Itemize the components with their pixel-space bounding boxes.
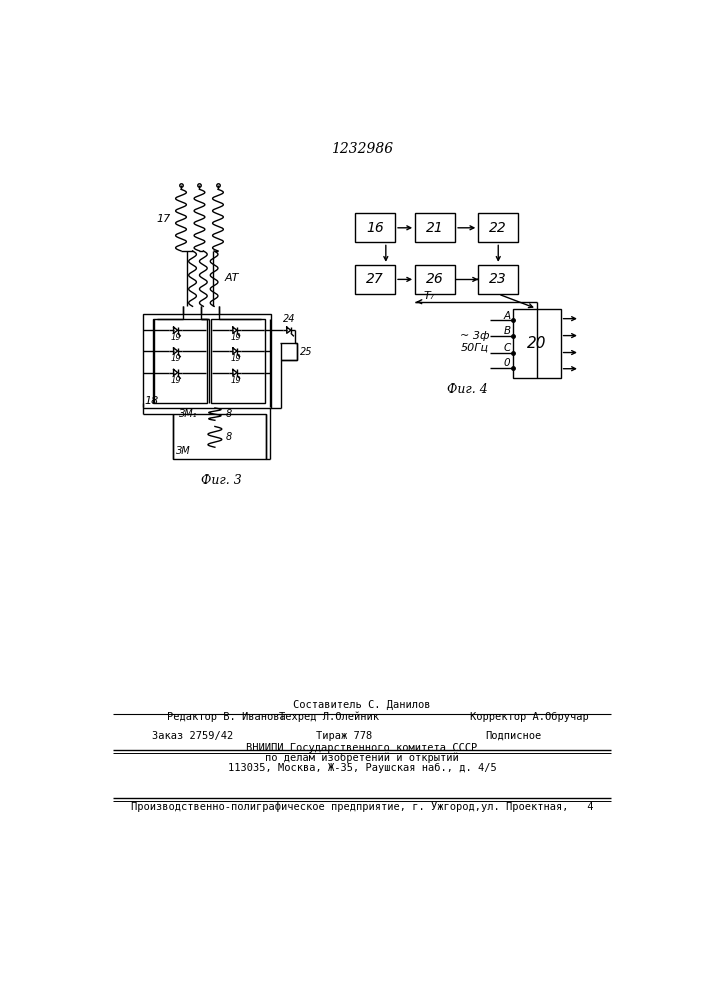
Text: 19: 19 <box>171 333 182 342</box>
Bar <box>478 265 518 294</box>
Text: 0: 0 <box>504 358 510 368</box>
Text: Корректор А.Обручар: Корректор А.Обручар <box>469 712 588 722</box>
Text: 19: 19 <box>230 354 241 363</box>
Bar <box>415 213 455 242</box>
Bar <box>355 265 395 294</box>
Text: Тираж 778: Тираж 778 <box>316 731 373 741</box>
Bar <box>355 213 395 242</box>
Text: 21: 21 <box>426 221 444 235</box>
Text: 19: 19 <box>230 376 241 385</box>
Text: 25: 25 <box>300 347 312 357</box>
Text: 18: 18 <box>144 396 158 406</box>
Text: ~ 3ф
50Гц: ~ 3ф 50Гц <box>460 331 490 353</box>
Text: ЗМ₁: ЗМ₁ <box>180 409 198 419</box>
Text: 27: 27 <box>366 272 384 286</box>
Bar <box>415 265 455 294</box>
Text: T₇: T₇ <box>423 291 435 301</box>
Text: 20: 20 <box>527 336 547 351</box>
Text: 16: 16 <box>366 221 384 235</box>
Text: A: A <box>503 311 510 321</box>
Bar <box>211 319 265 403</box>
Text: C: C <box>503 343 510 353</box>
Text: 17: 17 <box>156 214 170 224</box>
Text: Составитель С. Данилов: Составитель С. Данилов <box>293 700 431 710</box>
Bar <box>143 314 271 408</box>
Text: 24: 24 <box>283 314 295 324</box>
Text: Заказ 2759/42: Заказ 2759/42 <box>152 731 233 741</box>
Text: ЗМ: ЗМ <box>175 446 190 456</box>
Text: 113035, Москва, Ж-35, Раушская наб., д. 4/5: 113035, Москва, Ж-35, Раушская наб., д. … <box>228 763 496 773</box>
Bar <box>281 343 296 360</box>
Text: Производственно-полиграфическое предприятие, г. Ужгород,ул. Проектная,   4: Производственно-полиграфическое предприя… <box>131 802 593 812</box>
Text: Редактор В. Иванова: Редактор В. Иванова <box>167 712 286 722</box>
Text: Фиг. 3: Фиг. 3 <box>201 474 241 487</box>
Text: Подписное: Подписное <box>486 731 542 741</box>
Text: 26: 26 <box>426 272 444 286</box>
Text: 8: 8 <box>226 432 232 442</box>
Bar <box>513 309 561 378</box>
Text: АТ: АТ <box>225 273 239 283</box>
Text: 8: 8 <box>226 409 232 419</box>
Bar <box>173 414 266 459</box>
Bar <box>153 319 207 403</box>
Text: 23: 23 <box>489 272 507 286</box>
Text: Фиг. 4: Фиг. 4 <box>447 383 488 396</box>
Text: B: B <box>503 326 510 336</box>
Bar <box>478 213 518 242</box>
Text: 19: 19 <box>171 376 182 385</box>
Text: Техред Л.Олейник: Техред Л.Олейник <box>279 712 379 722</box>
Text: 19: 19 <box>230 333 241 342</box>
Text: 1232986: 1232986 <box>331 142 393 156</box>
Text: ВНИИПИ Государственного комитета СССР: ВНИИПИ Государственного комитета СССР <box>246 743 477 753</box>
Text: 19: 19 <box>171 354 182 363</box>
Text: 22: 22 <box>489 221 507 235</box>
Text: по делам изобретений и открытий: по делам изобретений и открытий <box>265 752 459 763</box>
